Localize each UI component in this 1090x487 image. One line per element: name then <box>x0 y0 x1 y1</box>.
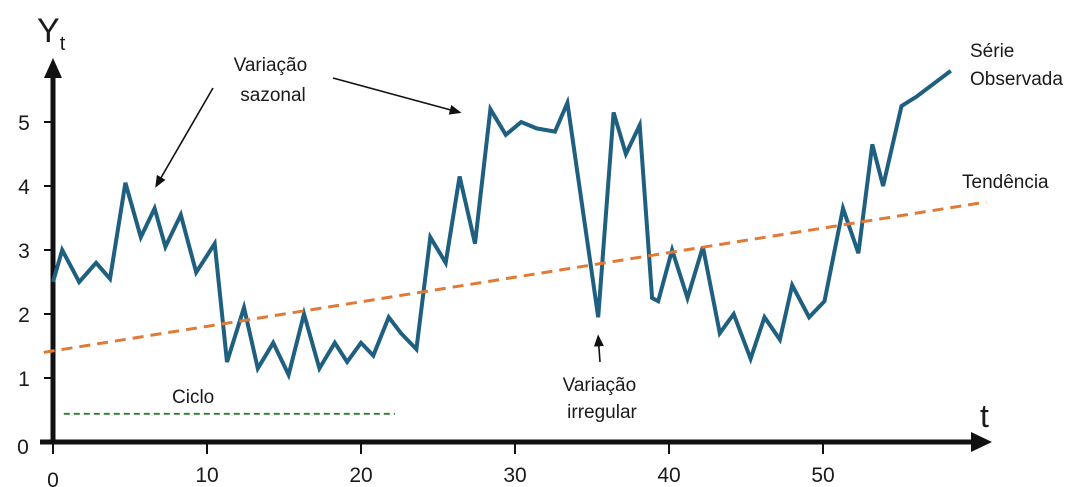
x-tick-label: 40 <box>657 464 680 487</box>
x-axis-label: t <box>980 398 989 434</box>
annotation-serie-observada: Série Observada <box>970 41 1063 90</box>
annotation-sazonal-line-1: Variação <box>234 55 308 76</box>
x-axis-arrowhead <box>971 432 992 452</box>
annotation-sazonal-line-2: sazonal <box>240 85 306 106</box>
y-tick-label: 5 <box>18 112 30 135</box>
y-tick-label: 0 <box>17 436 29 459</box>
annotation-irregular-line-1: Variação <box>563 375 637 396</box>
annotation-irregular-line-2: irregular <box>567 402 637 423</box>
annotation-ciclo: Ciclo <box>172 387 214 408</box>
series-layer <box>43 69 987 415</box>
x-tick-label: 20 <box>349 464 372 487</box>
y-tick-label: 2 <box>18 304 30 327</box>
annotation-tendencia: Tendência <box>962 172 1049 193</box>
annotation-observada-line-2: Observada <box>970 69 1063 90</box>
annotation-variacao-sazonal: Variação sazonal <box>234 55 313 106</box>
y-ticks: 0 1 2 3 4 5 <box>17 112 53 459</box>
x-tick-label: 50 <box>811 464 834 487</box>
x-tick-label: 0 <box>47 469 59 487</box>
annotation-variacao-irregular: Variação irregular <box>563 375 642 423</box>
arrow-sazonal-2 <box>332 77 462 115</box>
y-axis-arrowhead <box>44 58 62 78</box>
arrow-irregular <box>593 334 604 363</box>
y-tick-label: 4 <box>18 176 30 199</box>
y-axis-label: Yt <box>37 12 66 55</box>
x-tick-label: 10 <box>195 464 218 487</box>
y-tick-label: 3 <box>18 240 30 263</box>
x-tick-label: 30 <box>503 464 526 487</box>
series-line-1 <box>43 200 987 354</box>
annotation-observada-line-1: Série <box>970 41 1014 62</box>
x-ticks: 0 10 20 30 40 50 <box>47 442 835 487</box>
y-tick-label: 1 <box>18 368 30 391</box>
series-line-0 <box>51 69 953 381</box>
arrow-sazonal-1 <box>155 87 214 188</box>
